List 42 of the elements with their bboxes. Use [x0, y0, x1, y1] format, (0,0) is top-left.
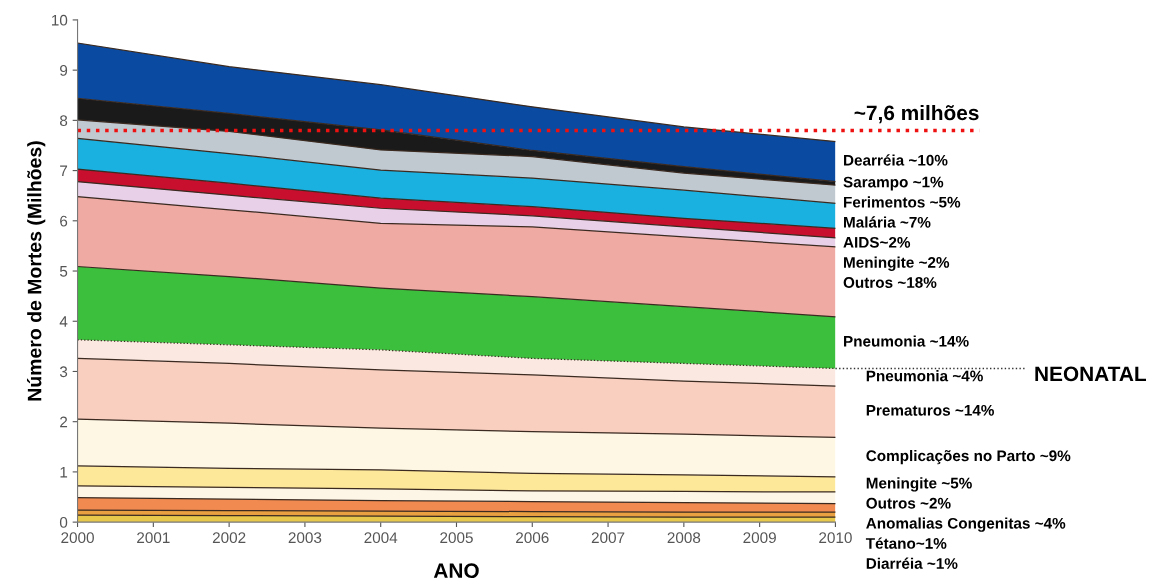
- y-tick-label: 0: [59, 516, 68, 528]
- y-axis-title: Número de Mortes (Milhões): [26, 141, 46, 401]
- text: Prematuros ~14%: [866, 404, 994, 416]
- y-tick-label: 9: [60, 65, 68, 76]
- series-label: Dearréia ~10%: [844, 154, 948, 166]
- x-tick-label: 2007: [591, 532, 625, 544]
- text: Diarréia ~1%: [866, 557, 958, 569]
- text: Pneumonia ~4%: [866, 370, 983, 382]
- text: Anomalias Congenitas ~4%: [866, 517, 1066, 532]
- y-tick-label: 1: [60, 466, 68, 478]
- text: Complicações no Parto ~9%: [866, 449, 1071, 465]
- y-tick-label: 2: [60, 416, 68, 428]
- x-tick-label: 2002: [212, 532, 246, 544]
- x-tick-label: 2001: [137, 532, 170, 544]
- y-tick-label: 6: [60, 215, 68, 227]
- x-tick-label: 2000: [61, 532, 94, 544]
- text: Meningite ~5%: [866, 477, 972, 492]
- series-label: Ferimentos ~5%: [844, 196, 961, 208]
- series-label: Pneumonia ~14%: [844, 335, 969, 347]
- text: Outros ~2%: [866, 497, 951, 509]
- x-tick-label: 2005: [440, 532, 473, 544]
- y-tick-label: 8: [60, 115, 68, 127]
- x-tick-label: 2006: [516, 532, 549, 544]
- text: Tétano~1%: [865, 537, 947, 549]
- x-tick-label: 2010: [819, 532, 852, 544]
- y-tick-label: 4: [59, 316, 68, 327]
- series-label: AIDS~2%: [843, 236, 911, 248]
- x-axis-title: ANO: [433, 563, 479, 579]
- x-tick-label: 2004: [364, 532, 398, 544]
- x-tick-label: 2003: [288, 532, 322, 544]
- series-label: Sarampo ~1%: [843, 176, 944, 191]
- annotation: NEONATAL: [1035, 366, 1147, 382]
- y-tick-label: 5: [59, 266, 68, 277]
- series-label: Meningite ~2%: [844, 256, 950, 271]
- series-label: Malária ~7%: [844, 216, 931, 228]
- x-tick-label: 2009: [743, 532, 776, 544]
- y-tick-label: 10: [52, 14, 68, 26]
- x-tick-label: 2008: [667, 532, 701, 544]
- series-label: Outros ~18%: [843, 277, 937, 288]
- y-tick-label: 7: [60, 165, 68, 177]
- ref-line-label: ~7,6 milhões: [854, 104, 979, 124]
- y-tick-label: 3: [59, 366, 68, 378]
